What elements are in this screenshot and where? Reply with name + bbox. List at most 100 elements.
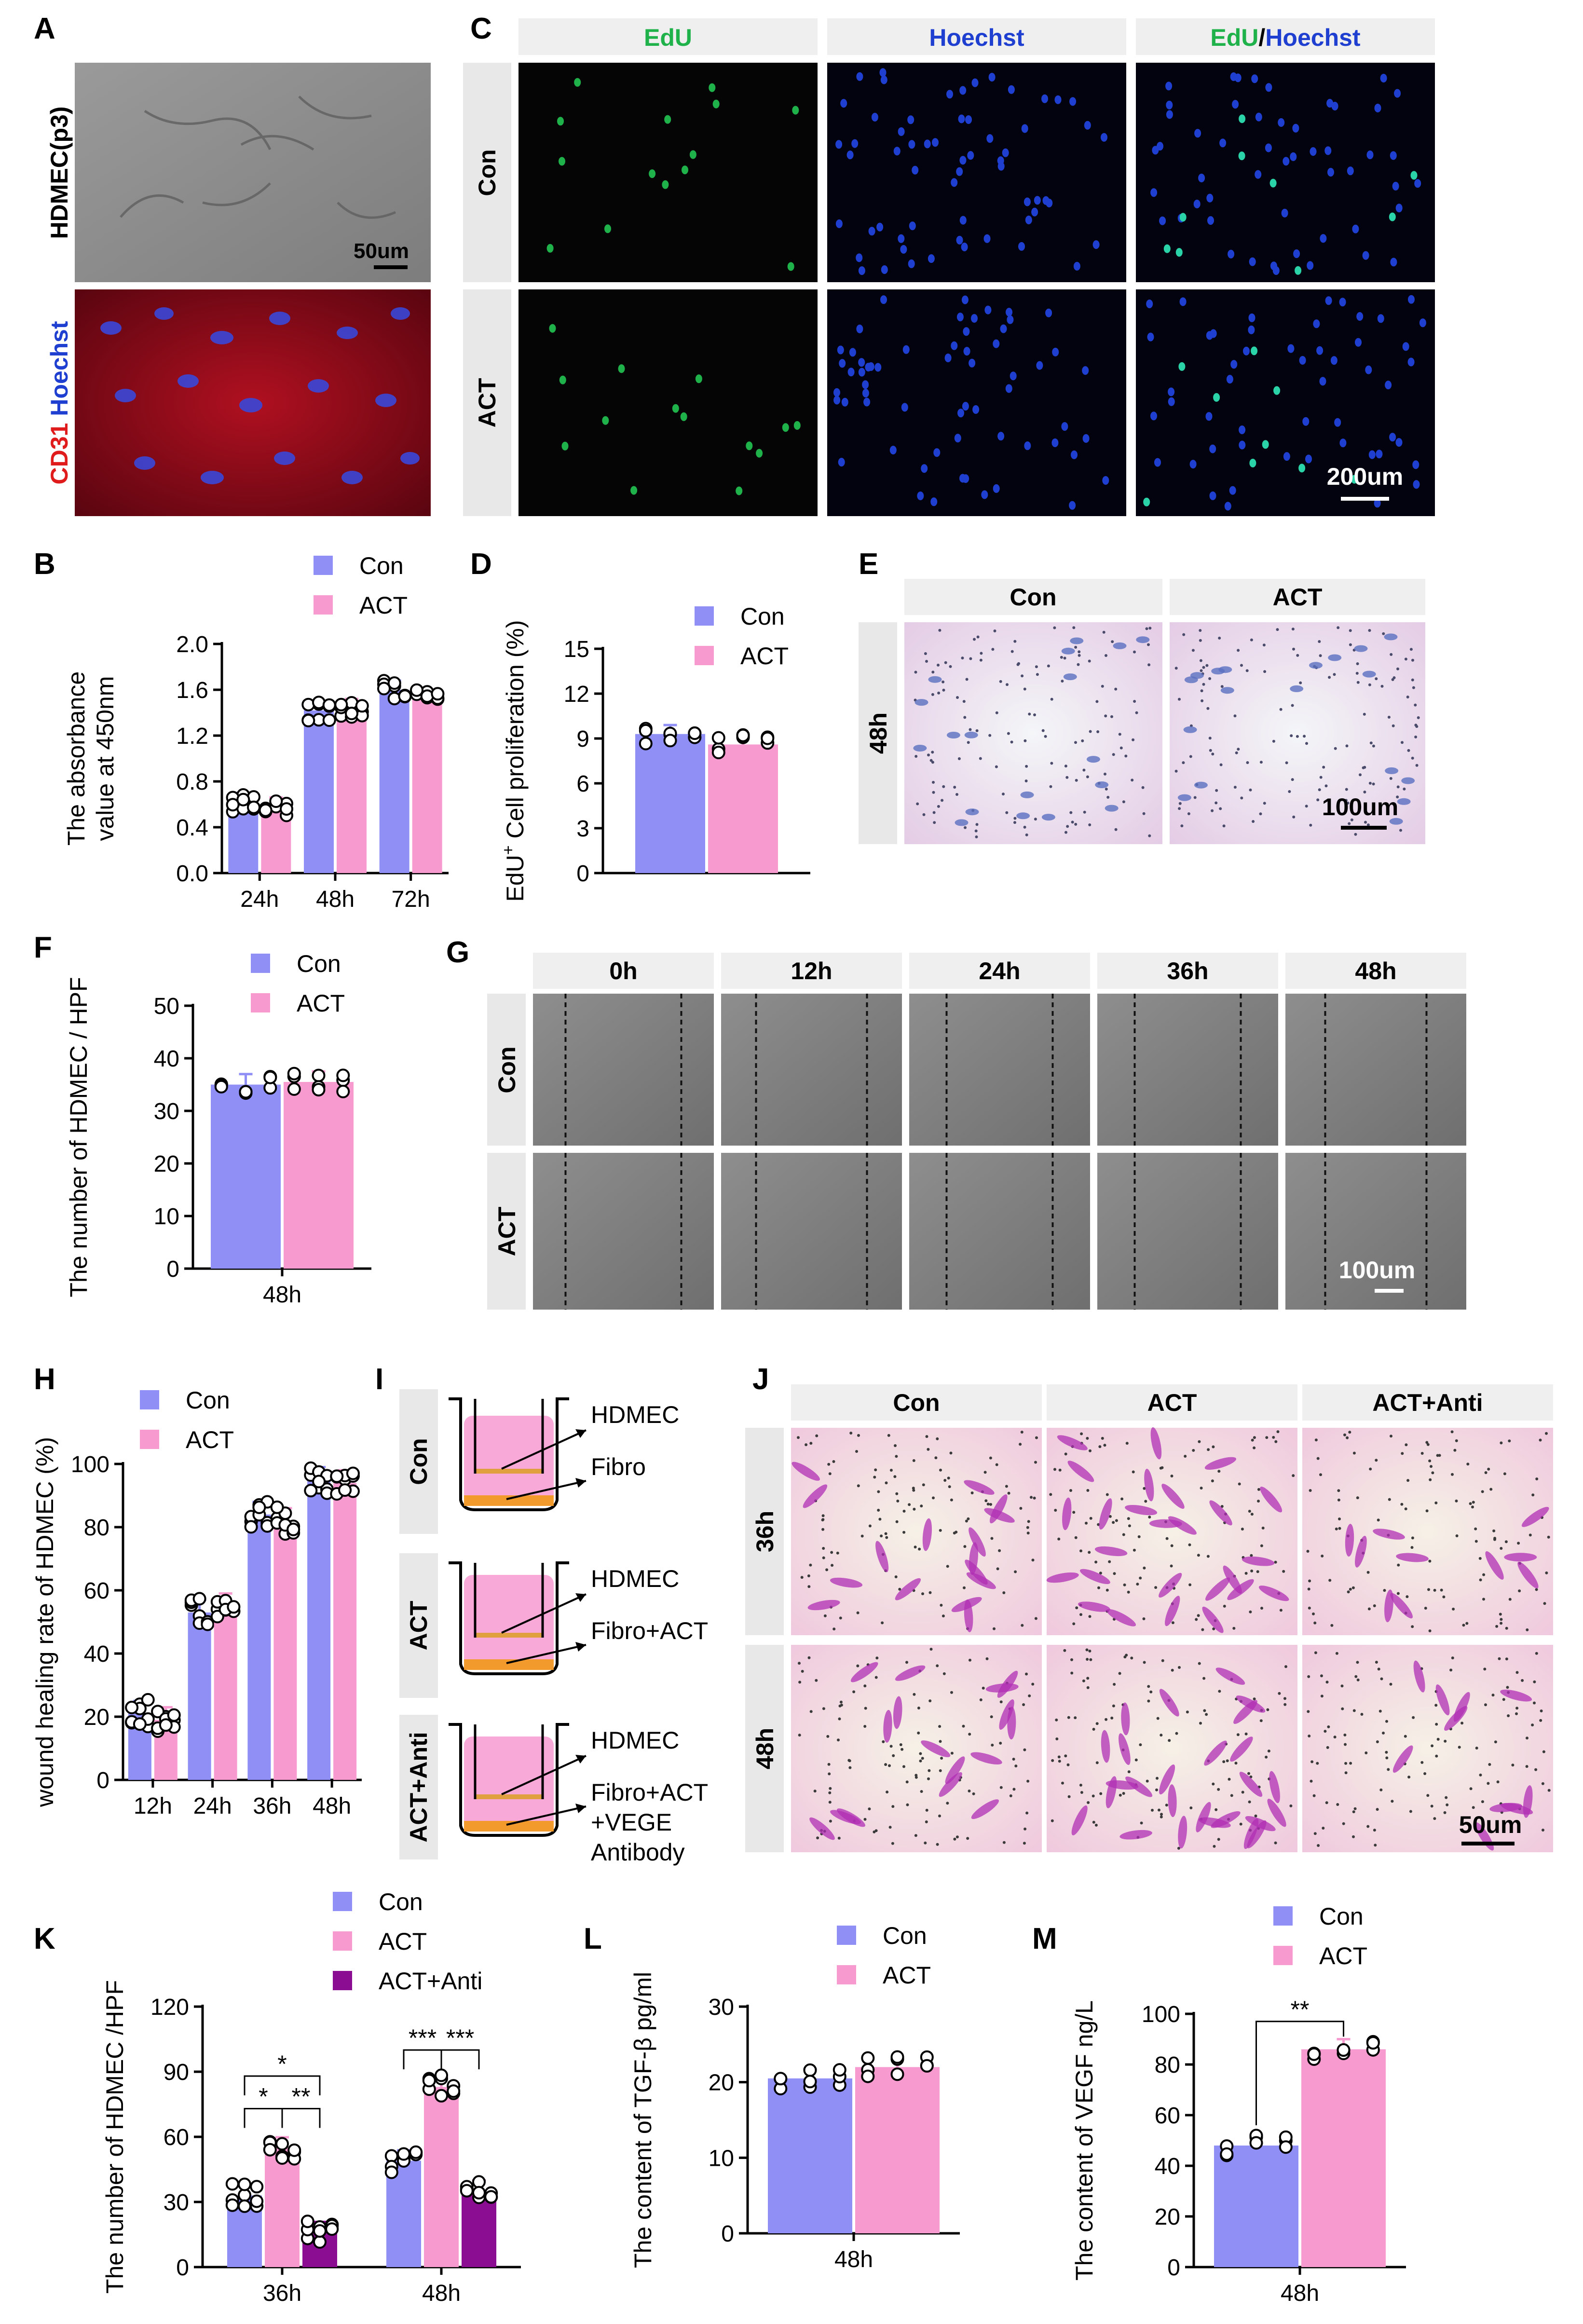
pore-dot: [1450, 1430, 1454, 1434]
pore-dot: [886, 1791, 889, 1794]
x-tick-label: 48h: [1281, 2281, 1319, 2306]
pore-dot: [1452, 1607, 1455, 1611]
significance-bracket: [244, 2108, 283, 2128]
pore-dot: [1392, 724, 1395, 727]
pore-dot: [1411, 658, 1414, 662]
pore-dot: [1088, 1615, 1092, 1618]
pore-dot: [975, 835, 978, 838]
migrated-cell: [1204, 1740, 1227, 1766]
pore-dot: [809, 1710, 813, 1713]
nucleus-dot: [835, 140, 843, 149]
y-tick-label: 0.0: [176, 861, 208, 887]
panel-C-nuclei-1-2: [1143, 295, 1426, 511]
data-point: [192, 1592, 206, 1606]
pore-dot: [1541, 1782, 1544, 1785]
nucleus-dot: [963, 327, 970, 336]
nucleus-dot: [1239, 440, 1246, 450]
stained-cell: [1105, 805, 1119, 812]
pore-dot: [1283, 1697, 1286, 1700]
pore-dot: [1222, 1760, 1226, 1764]
migrated-cell: [1168, 1516, 1197, 1535]
pore-dot: [1257, 1500, 1260, 1503]
pore-dot: [805, 1443, 808, 1447]
pore-dot: [1205, 1713, 1208, 1716]
nucleus-dot: [792, 106, 799, 115]
migrated-cell: [1125, 1504, 1158, 1516]
pore-dot: [1545, 1432, 1548, 1435]
data-point: [774, 2072, 788, 2086]
pore-dot: [1033, 1496, 1036, 1500]
y-tick-label: 20: [154, 1151, 179, 1177]
migrated-cell: [895, 1578, 921, 1600]
nucleus-dot: [1355, 338, 1362, 347]
nucleus-dot: [1352, 224, 1359, 233]
pore-dot: [1253, 1446, 1256, 1449]
pore-dot: [934, 1456, 938, 1460]
pore-dot: [1211, 809, 1214, 812]
pore-dot: [1235, 751, 1238, 754]
pore-dot: [1496, 1780, 1500, 1784]
pore-dot: [1064, 831, 1067, 834]
pore-dot: [932, 780, 935, 784]
pore-dot: [1364, 820, 1367, 824]
data-point: [861, 2069, 875, 2083]
nucleus-dot: [957, 409, 964, 418]
pore-dot: [1451, 1473, 1454, 1476]
pore-dot: [863, 1818, 867, 1821]
migrated-cell: [1094, 1546, 1128, 1557]
legend-swatch: [333, 1971, 352, 1990]
bar-act: [855, 2067, 940, 2233]
nucleus-dot: [1229, 486, 1236, 495]
migrated-cell: [1204, 1457, 1237, 1470]
pore-dot: [1089, 1658, 1092, 1661]
pore-dot: [922, 1483, 925, 1487]
pore-dot: [1411, 1625, 1414, 1628]
pore-dot: [979, 757, 982, 760]
pore-dot: [1053, 626, 1056, 629]
nucleus-dot: [912, 165, 919, 175]
pore-dot: [1080, 1791, 1083, 1794]
pore-dot: [999, 1786, 1003, 1789]
nucleus-dot: [1414, 179, 1421, 188]
data-point: [151, 1705, 165, 1719]
data-point: [890, 2067, 904, 2081]
nucleus-dot: [1299, 356, 1306, 365]
nucleus-dot: [1154, 458, 1161, 467]
pore-dot: [884, 1763, 887, 1766]
nucleus-dot: [1380, 74, 1387, 82]
pore-dot: [1359, 773, 1362, 777]
pore-dot: [1034, 1461, 1037, 1464]
pore-dot: [1256, 1570, 1259, 1573]
pore-dot: [1213, 1845, 1216, 1848]
pore-dot: [1112, 753, 1115, 756]
pore-dot: [1139, 1576, 1142, 1580]
pore-dot: [889, 1745, 893, 1748]
nucleus-dot: [969, 358, 976, 368]
nucleus-dot: [1008, 85, 1015, 94]
nucleus-dot: [1150, 188, 1158, 197]
stained-cell: [1328, 654, 1342, 661]
nucleus-dot: [630, 486, 638, 495]
nucleus-dot: [956, 313, 964, 322]
pore-dot: [1391, 678, 1394, 681]
nucleus-dot: [1368, 450, 1376, 459]
medium: [464, 1416, 554, 1505]
pore-dot: [1308, 1606, 1311, 1610]
migrated-cell: [1517, 1561, 1539, 1589]
pore-dot: [1531, 1493, 1535, 1497]
pore-dot: [1180, 824, 1184, 828]
pore-dot: [917, 1731, 920, 1735]
pore-dot: [1132, 738, 1135, 741]
pore-dot: [928, 1769, 931, 1772]
nucleus-dot: [1325, 296, 1332, 305]
nucleus-dot: [840, 99, 847, 108]
pore-dot: [1428, 1559, 1432, 1563]
panel-G-image-0-1: [721, 994, 902, 1146]
pore-dot: [1072, 1622, 1076, 1626]
nucleus-dot: [868, 227, 875, 236]
nucleus-dot: [893, 147, 901, 156]
migrated-cell: [985, 1683, 1019, 1693]
nucleus-dot: [846, 150, 854, 160]
pore-dot: [1482, 1598, 1485, 1601]
